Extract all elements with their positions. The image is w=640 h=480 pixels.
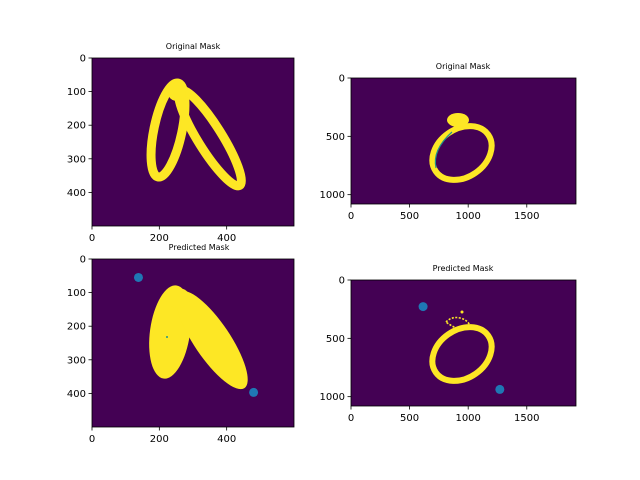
y-tick-label: 400: [67, 389, 86, 400]
mask-background: [92, 58, 294, 226]
y-ticks: 0 100 200 300 400: [67, 255, 92, 400]
axes-frame: [350, 279, 577, 407]
subplot-title: Predicted Mask: [169, 243, 230, 252]
mask-background: [351, 280, 576, 406]
mask-fragment: [444, 316, 471, 330]
y-tick-label: 200: [67, 121, 86, 132]
y-tick-label: 0: [80, 255, 86, 266]
y-tick-label: 500: [326, 132, 345, 143]
x-tick-label: 1500: [514, 413, 539, 424]
y-tick-label: 200: [67, 322, 86, 333]
x-ticks: 0 500 1000 1500: [348, 406, 540, 424]
y-tick-label: 500: [326, 334, 345, 345]
x-tick-label: 1500: [514, 211, 539, 222]
y-tick-label: 1000: [320, 392, 345, 403]
y-tick-label: 300: [67, 154, 86, 165]
mask-shape: [168, 85, 186, 101]
x-ticks: 0 200 400: [89, 427, 236, 445]
x-tick-label: 500: [400, 211, 419, 222]
y-tick-label: 100: [67, 288, 86, 299]
data-point: [133, 272, 143, 282]
mask-shape: [166, 288, 190, 308]
subplot-original-mask-large: Original Mask 0 500 1000 1500 0 500 1000: [320, 62, 577, 222]
data-point: [249, 387, 259, 397]
x-tick-label: 1000: [455, 211, 480, 222]
x-tick-label: 0: [348, 413, 354, 424]
x-tick-label: 500: [400, 413, 419, 424]
subplot-predicted-mask-large: Predicted Mask 0 500 1000 1500 0 500 1000: [320, 264, 577, 424]
mask-foreground: [146, 78, 246, 191]
mask-shape: [176, 290, 248, 390]
x-ticks: 0 200 400: [89, 226, 236, 244]
mask-shape: [429, 324, 495, 384]
y-ticks: 0 100 200 300 400: [67, 54, 92, 199]
subplot-predicted-mask-small: Predicted Mask 0 200 400 0 100 200 300 400: [67, 243, 295, 445]
data-points: [418, 302, 505, 394]
mask-edge: [434, 131, 453, 169]
x-tick-label: 200: [150, 233, 169, 244]
subplot-title: Original Mask: [166, 42, 221, 51]
mask-shape: [429, 123, 495, 183]
x-tick-label: 0: [89, 434, 95, 445]
y-tick-label: 0: [80, 54, 86, 65]
y-tick-label: 300: [67, 355, 86, 366]
y-tick-label: 400: [67, 188, 86, 199]
subplot-title: Original Mask: [436, 62, 491, 71]
mask-background: [351, 78, 576, 204]
mask-foreground: [429, 310, 495, 384]
subplot-title: Predicted Mask: [433, 264, 494, 273]
y-tick-label: 100: [67, 87, 86, 98]
x-ticks: 0 500 1000 1500: [348, 204, 540, 222]
y-tick-label: 1000: [320, 190, 345, 201]
mask-shape: [447, 113, 469, 127]
y-ticks: 0 500 1000: [320, 74, 351, 201]
data-points: [133, 272, 259, 397]
x-tick-label: 0: [89, 233, 95, 244]
y-ticks: 0 500 1000: [320, 276, 351, 403]
x-tick-label: 0: [348, 211, 354, 222]
x-tick-label: 200: [150, 434, 169, 445]
data-point: [418, 302, 428, 312]
axes-frame: [350, 77, 577, 205]
x-tick-label: 400: [217, 233, 236, 244]
y-tick-label: 0: [339, 74, 345, 85]
y-tick-label: 0: [339, 276, 345, 287]
mask-shape: [146, 78, 190, 182]
mask-speck: [166, 336, 168, 338]
axes-frame: [91, 57, 295, 227]
axes-frame: [91, 258, 295, 428]
mask-foreground: [149, 285, 248, 390]
x-tick-label: 400: [217, 434, 236, 445]
mask-foreground: [429, 113, 495, 183]
data-point: [495, 384, 505, 394]
x-tick-label: 1000: [455, 413, 480, 424]
mask-speck: [460, 310, 464, 314]
subplot-original-mask-small: Original Mask 0 200 400 0 100 200 300 400: [67, 42, 295, 244]
